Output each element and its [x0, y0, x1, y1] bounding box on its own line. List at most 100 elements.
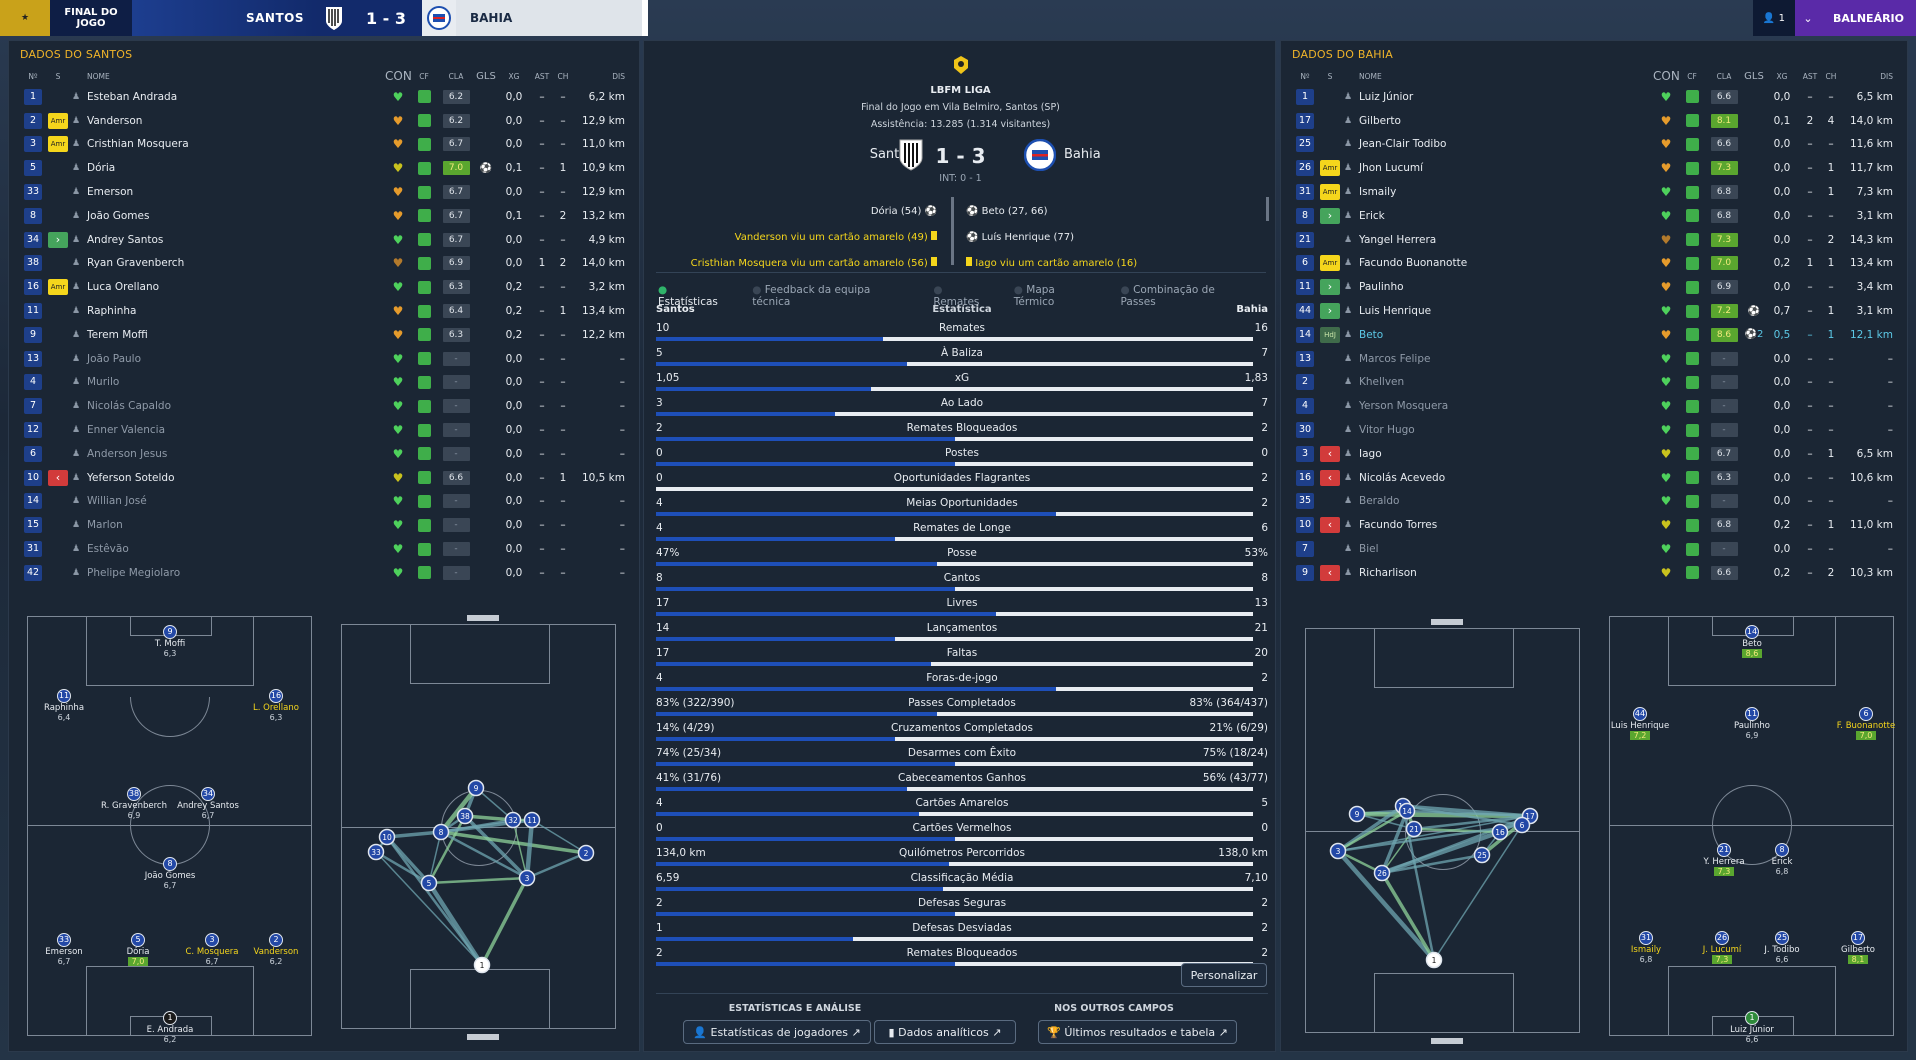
formation-player[interactable]: 8 João Gomes 6,7 — [130, 857, 210, 891]
tab-mapa-termico[interactable]: ● Mapa Térmico — [1013, 284, 1055, 308]
player-name[interactable]: Luiz Júnior — [1359, 90, 1414, 103]
formation-player[interactable]: 11 Paulinho 6,9 — [1712, 707, 1792, 741]
col-cla[interactable]: CLA — [448, 71, 464, 81]
player-row[interactable]: 26 Amr ♟ Jhon Lucumí ♥ 7.3 0,0 – 1 11,7 km — [1281, 156, 1907, 180]
col-name[interactable]: NOME — [87, 71, 110, 81]
formation-player[interactable]: 21 Y. Herrera 7,3 — [1684, 843, 1764, 877]
player-name[interactable]: Erick — [1359, 209, 1385, 222]
analytics-button[interactable]: ▮ Dados analíticos ↗ — [874, 1020, 1016, 1044]
player-name[interactable]: Marcos Felipe — [1359, 352, 1431, 365]
col-ch[interactable]: CH — [1825, 71, 1837, 81]
tab-feedback[interactable]: ● Feedback da equipa técnica — [752, 284, 871, 308]
player-name[interactable]: Beraldo — [1359, 495, 1400, 508]
player-row[interactable]: 4 ♟ Murilo ♥ - 0,0 – – – — [9, 371, 639, 395]
player-name[interactable]: João Paulo — [87, 352, 142, 365]
formation-player[interactable]: 2 Vanderson 6,2 — [236, 933, 316, 967]
player-row[interactable]: 3 Amr ♟ Cristhian Mosquera ♥ 6.7 0,0 – – 11,0 km — [9, 133, 639, 157]
player-row[interactable]: 11 › ♟ Paulinho ♥ 6.9 0,0 – – 3,4 km — [1281, 275, 1907, 299]
player-name[interactable]: Vitor Hugo — [1359, 424, 1415, 437]
col-s[interactable]: S — [1327, 71, 1333, 81]
player-name[interactable]: Emerson — [87, 186, 134, 199]
player-row[interactable]: 4 ♟ Yerson Mosquera ♥ - 0,0 – – – — [1281, 394, 1907, 418]
network-node[interactable]: 14 — [1398, 802, 1416, 820]
player-row[interactable]: 30 ♟ Vitor Hugo ♥ - 0,0 – – – — [1281, 418, 1907, 442]
player-row[interactable]: 33 ♟ Emerson ♥ 6.7 0,0 – – 12,9 km — [9, 180, 639, 204]
col-xg[interactable]: XG — [1776, 71, 1788, 81]
player-name[interactable]: Richarlison — [1359, 566, 1417, 579]
player-row[interactable]: 7 ♟ Nicolás Capaldo ♥ - 0,0 – – – — [9, 394, 639, 418]
away-team-name[interactable]: BAHIA — [456, 0, 642, 36]
col-con[interactable]: CON — [385, 69, 412, 83]
player-row[interactable]: 10 ‹ ♟ Facundo Torres ♥ 6.8 0,2 – 1 11,0 km — [1281, 513, 1907, 537]
player-name[interactable]: Estêvão — [87, 543, 129, 556]
network-node[interactable]: 33 — [367, 843, 385, 861]
col-s[interactable]: S — [55, 71, 61, 81]
player-name[interactable]: Paulinho — [1359, 281, 1404, 294]
network-node[interactable]: 3 — [1329, 842, 1347, 860]
player-name[interactable]: Ismaily — [1359, 186, 1397, 199]
formation-player[interactable]: 33 Emerson 6,7 — [24, 933, 104, 967]
player-name[interactable]: Nicolás Acevedo — [1359, 471, 1446, 484]
formation-player[interactable]: 6 F. Buonanotte 7,0 — [1826, 707, 1906, 741]
events-scrollbar[interactable] — [1266, 197, 1269, 221]
network-node[interactable]: 1 — [1425, 951, 1443, 969]
network-node[interactable]: 1 — [473, 956, 491, 974]
player-name[interactable]: Jhon Lucumí — [1359, 162, 1424, 175]
col-name[interactable]: NOME — [1359, 71, 1382, 81]
player-name[interactable]: Facundo Torres — [1359, 519, 1438, 532]
col-dis[interactable]: DIS — [612, 71, 625, 81]
player-name[interactable]: Khellven — [1359, 376, 1405, 389]
player-row[interactable]: 38 ♟ Ryan Gravenberch ♥ 6.9 0,0 1 2 14,0 km — [9, 252, 639, 276]
player-row[interactable]: 14 HdJ ♟ Beto ♥ 8.6 ⚽2 0,5 – 1 12,1 km — [1281, 323, 1907, 347]
formation-player[interactable]: 16 L. Orellano 6,3 — [236, 689, 316, 723]
player-row[interactable]: 16 ‹ ♟ Nicolás Acevedo ♥ 6.3 0,0 – – 10,6 km — [1281, 466, 1907, 490]
player-row[interactable]: 13 ♟ Marcos Felipe ♥ - 0,0 – – – — [1281, 347, 1907, 371]
player-name[interactable]: Esteban Andrada — [87, 90, 178, 103]
player-stats-button[interactable]: 👤 Estatísticas de jogadores ↗ — [683, 1020, 871, 1044]
player-row[interactable]: 44 › ♟ Luis Henrique ♥ 7.2 ⚽ 0,7 – 1 3,1 km — [1281, 299, 1907, 323]
tab-estatisticas[interactable]: ● Estatísticas — [658, 284, 718, 308]
network-node[interactable]: 5 — [420, 874, 438, 892]
col-ast[interactable]: AST — [534, 71, 550, 81]
player-name[interactable]: Luis Henrique — [1359, 305, 1432, 318]
network-node[interactable]: 25 — [1473, 846, 1491, 864]
network-node[interactable]: 26 — [1373, 864, 1391, 882]
player-row[interactable]: 3 ‹ ♟ Iago ♥ 6.7 0,0 – 1 6,5 km — [1281, 442, 1907, 466]
player-name[interactable]: Terem Moffi — [87, 328, 148, 341]
network-node[interactable]: 32 — [504, 811, 522, 829]
formation-player[interactable]: 38 R. Gravenberch 6,9 — [94, 787, 174, 821]
player-row[interactable]: 15 ♟ Marlon ♥ - 0,0 – – – — [9, 513, 639, 537]
network-node[interactable]: 10 — [378, 828, 396, 846]
player-name[interactable]: Nicolás Capaldo — [87, 400, 171, 413]
tab-remates[interactable]: ● Remates — [933, 284, 980, 308]
player-row[interactable]: 2 ♟ Khellven ♥ - 0,0 – – – — [1281, 371, 1907, 395]
formation-player[interactable]: 1 Luiz Júnior 6,6 — [1712, 1011, 1792, 1045]
player-row[interactable]: 6 ♟ Anderson Jesus ♥ - 0,0 – – – — [9, 442, 639, 466]
col-xg[interactable]: XG — [508, 71, 520, 81]
formation-player[interactable]: 14 Beto 8,6 — [1712, 625, 1792, 659]
player-name[interactable]: Biel — [1359, 543, 1379, 556]
col-cf[interactable]: CF — [419, 71, 429, 81]
club-name[interactable]: BALNEÁRIO — [1820, 0, 1916, 36]
tab-combinacao-passes[interactable]: ● Combinação de Passes — [1120, 284, 1215, 308]
formation-player[interactable]: 25 J. Todibo 6,6 — [1742, 931, 1822, 965]
player-row[interactable]: 5 ♟ Dória ♥ 7.0 ⚽ 0,1 – 1 10,9 km — [9, 156, 639, 180]
col-cf[interactable]: CF — [1687, 71, 1697, 81]
formation-player[interactable]: 3 C. Mosquera 6,7 — [172, 933, 252, 967]
player-name[interactable]: Phelipe Megiolaro — [87, 566, 181, 579]
col-gls[interactable]: GLS — [476, 70, 496, 82]
player-name[interactable]: Willian José — [87, 495, 147, 508]
player-row[interactable]: 14 ♟ Willian José ♥ - 0,0 – – – — [9, 490, 639, 514]
player-row[interactable]: 35 ♟ Beraldo ♥ - 0,0 – – – — [1281, 490, 1907, 514]
player-row[interactable]: 42 ♟ Phelipe Megiolaro ♥ - 0,0 – – – — [9, 561, 639, 585]
results-table-button[interactable]: 🏆 Últimos resultados e tabela ↗ — [1038, 1020, 1237, 1044]
player-name[interactable]: Andrey Santos — [87, 233, 164, 246]
player-row[interactable]: 6 Amr ♟ Facundo Buonanotte ♥ 7.0 0,2 1 1 13,4 km — [1281, 252, 1907, 276]
network-node[interactable]: 9 — [1348, 805, 1366, 823]
player-name[interactable]: Enner Valencia — [87, 424, 166, 437]
user-count[interactable]: 👤 1 — [1752, 0, 1795, 36]
player-row[interactable]: 8 › ♟ Erick ♥ 6.8 0,0 – – 3,1 km — [1281, 204, 1907, 228]
network-node[interactable]: 2 — [577, 844, 595, 862]
player-name[interactable]: Yeferson Soteldo — [87, 471, 175, 484]
formation-player[interactable]: 8 Erick 6,8 — [1742, 843, 1822, 877]
